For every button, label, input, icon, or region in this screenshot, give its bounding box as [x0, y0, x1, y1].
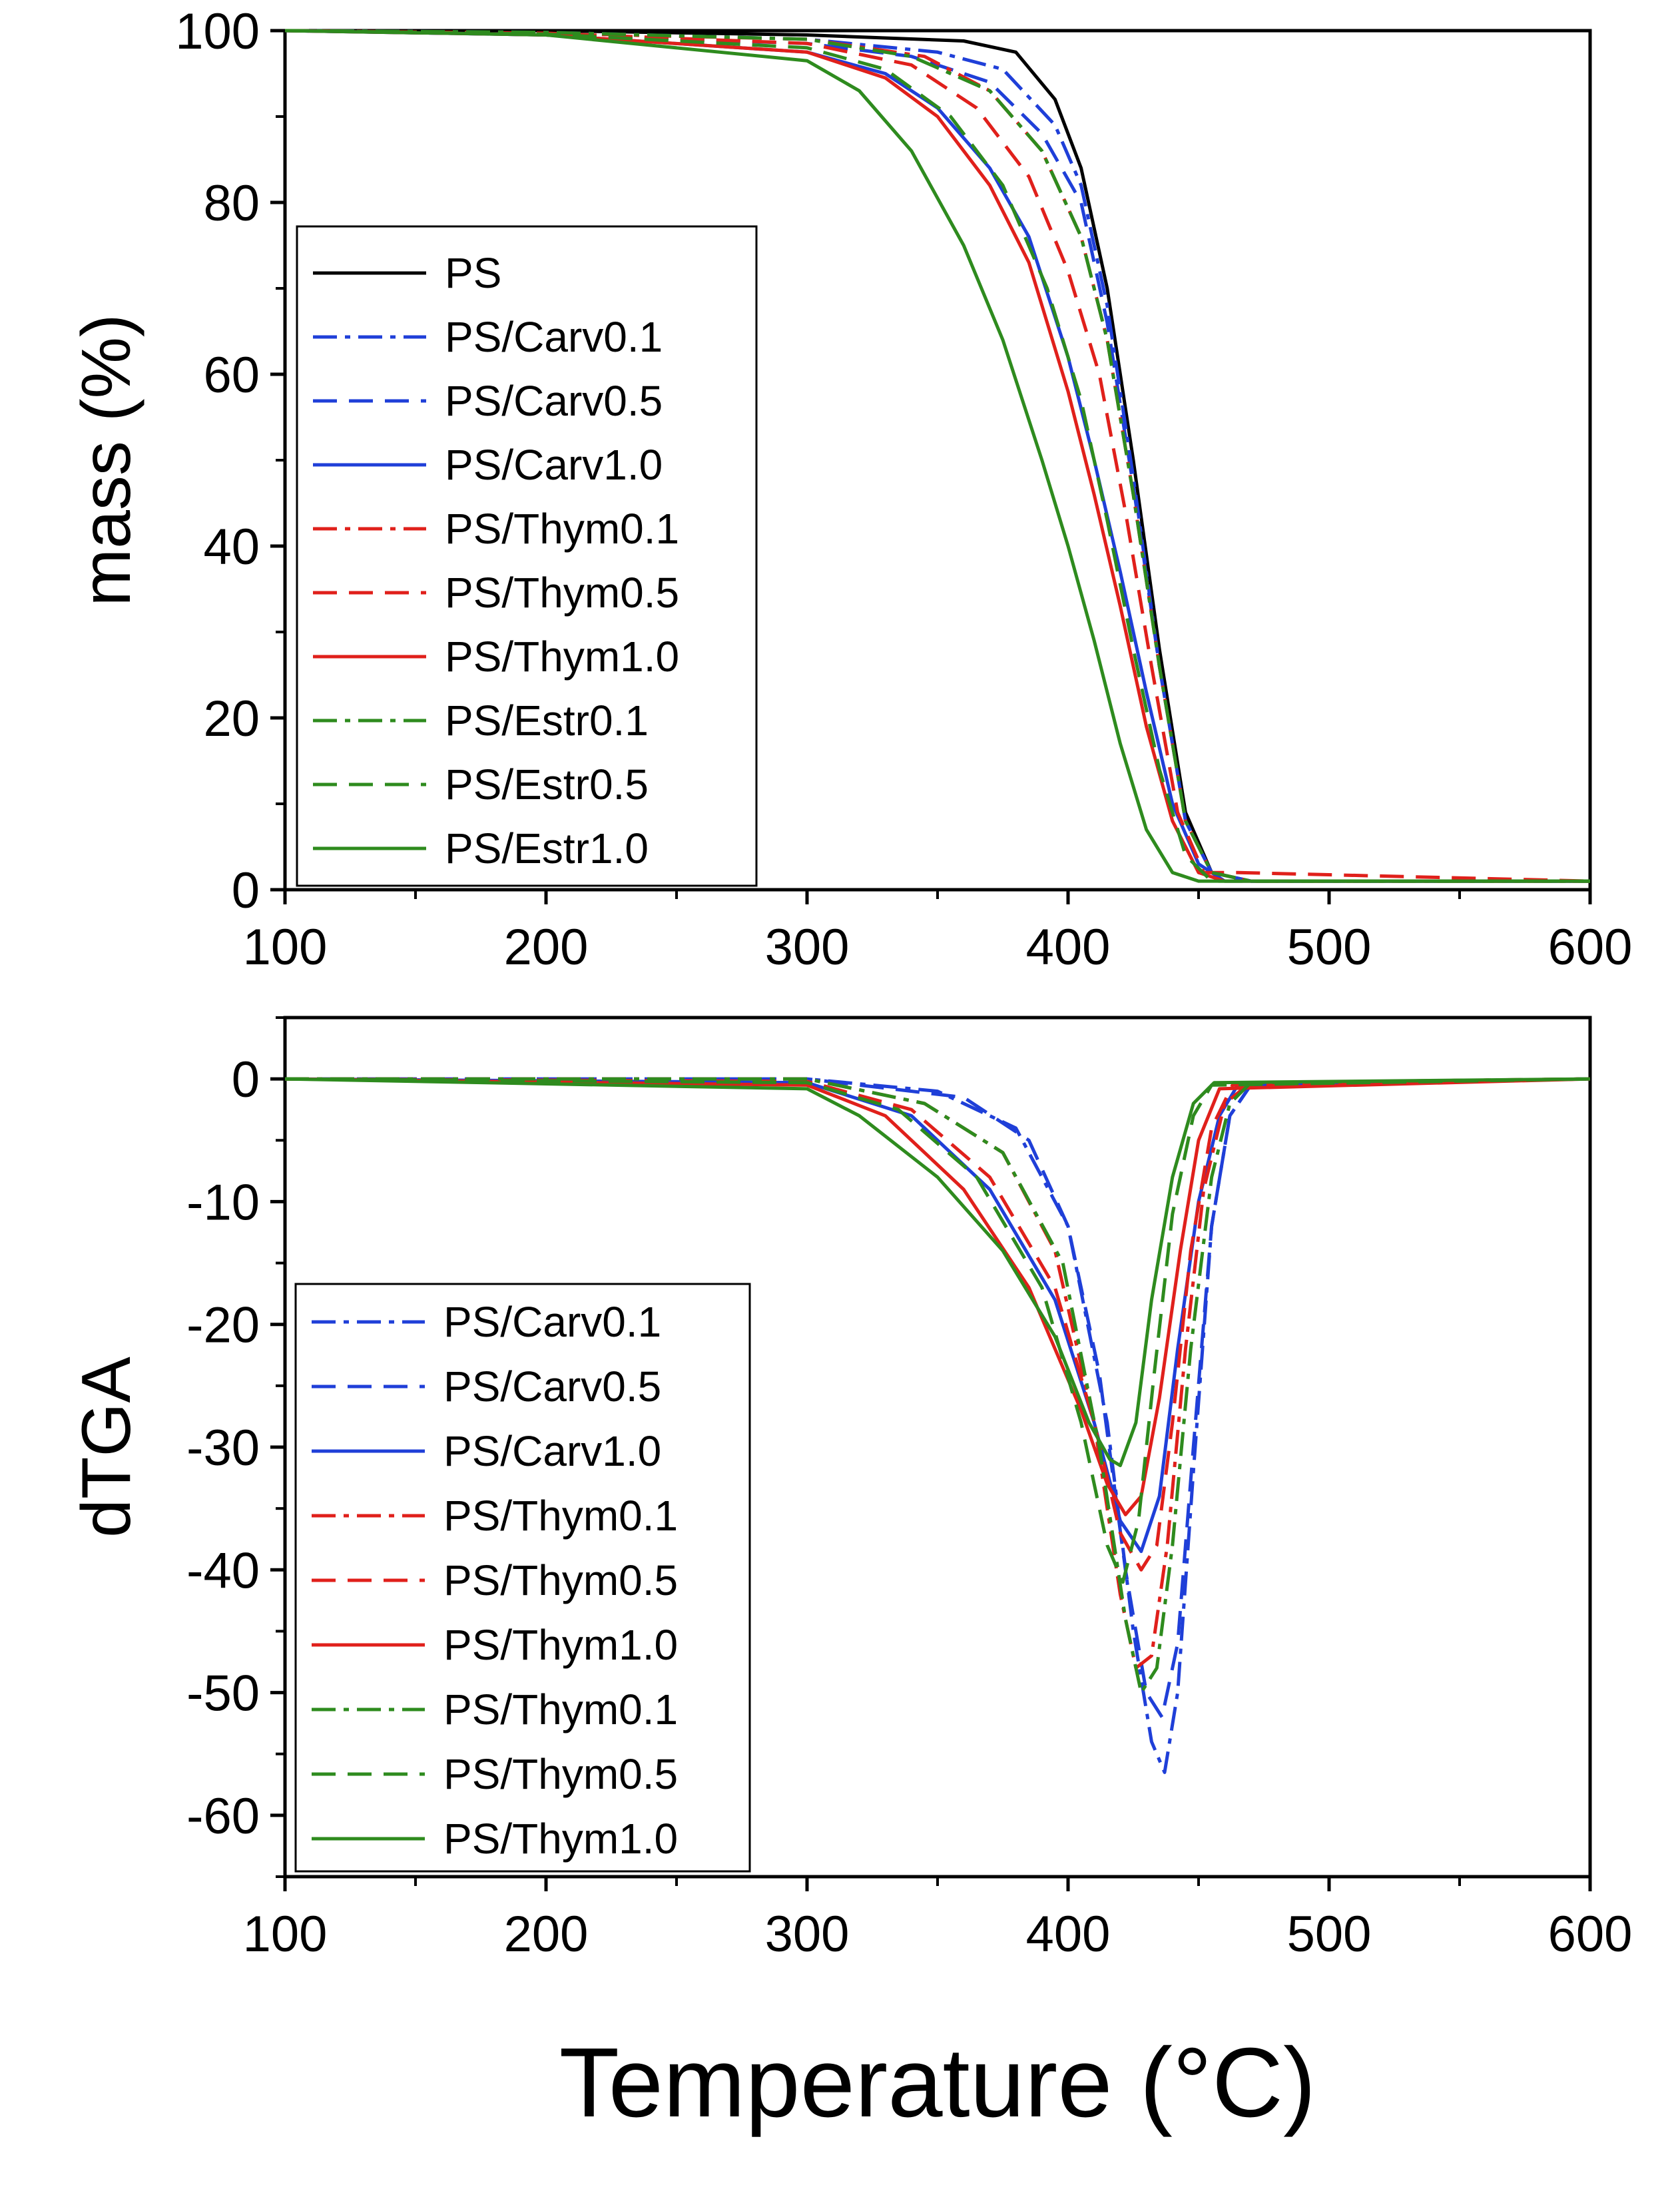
legend-label: PS/Thym1.0: [443, 1815, 678, 1863]
series-line-6: [285, 1077, 1591, 1695]
series-line-7: [284, 1077, 1591, 1584]
y-tick-label: 0: [232, 1052, 260, 1108]
legend-label: PS/Carv0.1: [445, 313, 663, 361]
legend-label: PS/Thym1.0: [443, 1621, 678, 1669]
legend-label: PS/Carv0.5: [445, 377, 663, 425]
legend-label: PS/Thym0.1: [443, 1686, 678, 1733]
legend-label: PS/Thym0.1: [443, 1492, 678, 1540]
x-tick-label: 500: [1287, 919, 1372, 976]
series-line-2: [284, 1077, 1591, 1554]
y-tick-label: -60: [186, 1788, 260, 1845]
legend-label: PS/Carv0.1: [443, 1298, 661, 1346]
series-line-1: [285, 1077, 1591, 1719]
dtga-y-axis-title: dTGA: [68, 1357, 145, 1538]
mass-legend: PS PS/Carv0.1 PS/Carv0.5 PS/Carv1.0 PS/Thym0…: [296, 225, 758, 887]
dtga-series-group: [284, 1077, 1591, 1774]
legend-label: PS/Carv1.0: [443, 1427, 661, 1475]
legend-label: PS/Estr0.1: [445, 697, 649, 745]
series-line-8: [284, 1077, 1591, 1468]
series-line-5: [284, 29, 1591, 883]
series-line-6: [284, 29, 1590, 883]
mass-legend-items: PS PS/Carv0.1 PS/Carv0.5 PS/Carv1.0 PS/Thym0…: [313, 249, 679, 872]
y-tick-label: -50: [186, 1666, 260, 1722]
legend-label: PS/Carv0.5: [443, 1363, 661, 1410]
dtga-chart-panel: 100 200 300 400 500 600 0 -10 -20 -30 -40 -50 -60 dT…: [68, 1016, 1633, 2138]
series-line-9: [284, 29, 1590, 883]
x-tick-label: 400: [1026, 1906, 1111, 1963]
legend-label: PS/Thym1.0: [445, 633, 679, 681]
x-tick-label: 600: [1548, 1906, 1633, 1963]
legend-label: PS/Thym0.5: [443, 1750, 678, 1798]
y-tick-label: 100: [175, 3, 260, 60]
y-tick-label: 0: [232, 862, 260, 919]
y-tick-label: -30: [186, 1420, 260, 1476]
legend-label: PS/Thym0.5: [445, 569, 679, 617]
x-tick-label: 500: [1287, 1906, 1372, 1963]
y-tick-label: -20: [186, 1297, 260, 1354]
legend-label: PS: [445, 249, 501, 297]
legend-label: PS/Estr1.0: [445, 824, 649, 872]
y-tick-label: 80: [203, 175, 260, 232]
y-tick-label: 40: [203, 519, 260, 575]
mass-y-axis-title: mass (%): [68, 314, 145, 606]
x-tick-label: 100: [243, 919, 328, 976]
x-tick-label: 300: [765, 919, 850, 976]
legend-label: PS/Estr0.5: [445, 761, 649, 808]
series-line-8: [284, 29, 1590, 883]
series-line-0: [285, 1077, 1591, 1774]
series-line-7: [284, 29, 1590, 883]
x-tick-label: 600: [1548, 919, 1633, 976]
dtga-legend: PS/Carv0.1 PS/Carv0.5 PS/Carv1.0 PS/Thym0.1…: [294, 1283, 751, 1873]
x-tick-label: 200: [504, 1906, 589, 1963]
mass-series-group: [284, 29, 1591, 883]
x-tick-label: 300: [765, 1906, 850, 1963]
dtga-legend-items: PS/Carv0.1 PS/Carv0.5 PS/Carv1.0 PS/Thym0.1…: [312, 1298, 678, 1863]
x-tick-label: 200: [504, 919, 589, 976]
mass-tick-group: 100 200 300 400 500 600 0 20 40 60 80 100: [175, 3, 1632, 976]
legend-label: PS/Thym0.1: [445, 505, 679, 553]
y-tick-label: 60: [203, 347, 260, 404]
y-tick-label: -40: [186, 1542, 260, 1599]
y-tick-label: 20: [203, 691, 260, 747]
legend-label: PS/Thym0.5: [443, 1556, 678, 1604]
dtga-tick-group: 100 200 300 400 500 600 0 -10 -20 -30 -40 -50 -60: [186, 1016, 1633, 1963]
x-tick-label: 400: [1026, 919, 1111, 976]
series-line-5: [284, 1077, 1591, 1516]
x-axis-title: Temperature (°C): [559, 2028, 1316, 2138]
x-tick-label: 100: [243, 1906, 328, 1963]
y-tick-label: -10: [186, 1174, 260, 1231]
legend-label: PS/Carv1.0: [445, 441, 663, 489]
